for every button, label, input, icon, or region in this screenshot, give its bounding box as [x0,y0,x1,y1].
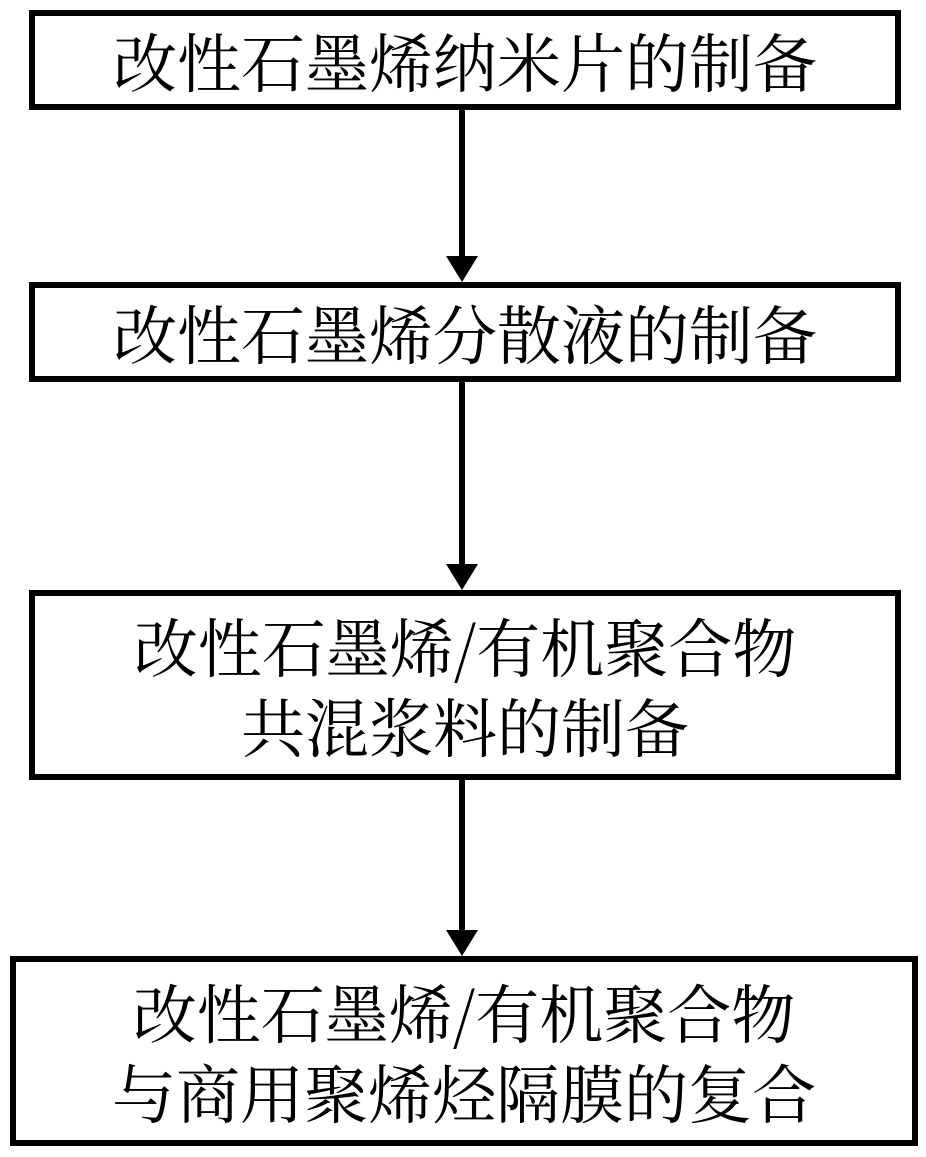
flowchart-node-step4: 改性石墨烯/有机聚合物 与商用聚烯烃隔膜的复合 [10,956,918,1146]
flowchart-node-step3: 改性石墨烯/有机聚合物 共混浆料的制备 [29,590,901,780]
flowchart-node-label: 改性石墨烯/有机聚合物 与商用聚烯烃隔膜的复合 [112,971,816,1131]
flowchart-arrow-shaft [459,110,465,256]
flowchart-node-label: 改性石墨烯纳米片的制备 [113,20,817,100]
flowchart-arrow-head [446,256,478,282]
flowchart-arrow-shaft [459,382,465,564]
flowchart-arrow-shaft [459,780,465,930]
flowchart-arrow-head [446,930,478,956]
flowchart-node-label: 改性石墨烯分散液的制备 [113,292,817,372]
flowchart-canvas: 改性石墨烯纳米片的制备 改性石墨烯分散液的制备 改性石墨烯/有机聚合物 共混浆料… [0,0,926,1157]
flowchart-node-step2: 改性石墨烯分散液的制备 [29,282,901,382]
flowchart-node-step1: 改性石墨烯纳米片的制备 [29,10,901,110]
flowchart-node-label: 改性石墨烯/有机聚合物 共混浆料的制备 [134,605,797,765]
flowchart-arrow-head [446,564,478,590]
